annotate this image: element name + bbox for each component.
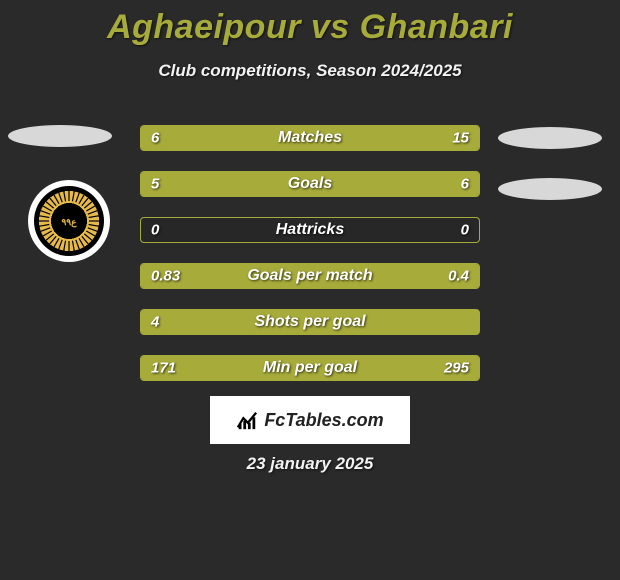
page-title: Aghaeipour vs Ghanbari xyxy=(0,0,620,47)
bar-fill-left xyxy=(141,310,479,334)
bar-fill-right xyxy=(293,172,479,196)
stat-row: 0.830.4Goals per match xyxy=(140,263,480,289)
stat-value-right: 15 xyxy=(452,130,469,147)
branding-text: FcTables.com xyxy=(264,410,383,431)
stat-value-left: 5 xyxy=(151,176,159,193)
chart-icon xyxy=(236,409,258,431)
avatar-placeholder xyxy=(498,127,602,149)
bar-fill-left xyxy=(141,172,293,196)
stat-row: 171295Min per goal xyxy=(140,355,480,381)
bar-fill-right xyxy=(236,126,479,150)
svg-text:ع٩٩: ع٩٩ xyxy=(61,217,77,228)
branding-box: FcTables.com xyxy=(210,396,410,444)
stat-row: 56Goals xyxy=(140,171,480,197)
stat-value-right: 0.4 xyxy=(448,268,469,285)
stat-value-left: 6 xyxy=(151,130,159,147)
subtitle: Club competitions, Season 2024/2025 xyxy=(0,61,620,81)
stat-label: Hattricks xyxy=(141,221,479,239)
stat-value-right: 295 xyxy=(444,360,469,377)
stat-value-left: 171 xyxy=(151,360,176,377)
stats-bars: 615Matches56Goals00Hattricks0.830.4Goals… xyxy=(140,125,480,401)
club-badge-ring: ع٩٩ xyxy=(34,186,104,256)
stat-value-right: 6 xyxy=(461,176,469,193)
stat-row: 4Shots per goal xyxy=(140,309,480,335)
stat-row: 0 0Hattricks xyxy=(140,217,480,243)
stat-value-left: 4 xyxy=(151,314,159,331)
club-badge-icon: ع٩٩ xyxy=(34,186,104,256)
avatar-placeholder xyxy=(498,178,602,200)
date-text: 23 january 2025 xyxy=(0,454,620,474)
club-badge: ع٩٩ xyxy=(28,180,110,262)
stat-value-left: 0 xyxy=(151,222,159,239)
stat-row: 615Matches xyxy=(140,125,480,151)
avatar-placeholder xyxy=(8,125,112,147)
stat-value-left: 0.83 xyxy=(151,268,180,285)
stat-value-right: 0 xyxy=(461,222,469,239)
